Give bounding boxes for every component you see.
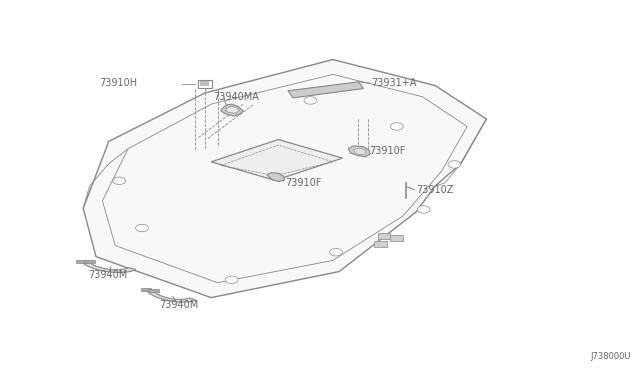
Circle shape (136, 224, 148, 232)
Bar (374, 241, 387, 247)
Bar (141, 288, 151, 291)
Text: 73910Z: 73910Z (416, 185, 453, 195)
Bar (76, 260, 87, 263)
Bar (198, 80, 212, 88)
Bar (200, 81, 209, 86)
Bar (378, 233, 390, 239)
Text: 73940M: 73940M (159, 300, 198, 310)
Text: 73940MA: 73940MA (213, 93, 259, 102)
Text: 73931+A: 73931+A (371, 78, 417, 88)
Text: 73910F: 73910F (285, 178, 321, 188)
Circle shape (330, 248, 342, 256)
Polygon shape (146, 290, 196, 302)
Text: 73910H: 73910H (99, 78, 138, 87)
Polygon shape (353, 148, 366, 155)
Circle shape (113, 177, 125, 185)
Polygon shape (81, 261, 136, 272)
Text: 73940M: 73940M (88, 270, 127, 280)
Polygon shape (221, 104, 243, 116)
Text: J738000U: J738000U (590, 352, 630, 361)
Circle shape (225, 276, 238, 283)
Polygon shape (83, 60, 486, 298)
Circle shape (390, 123, 403, 130)
Polygon shape (225, 106, 239, 113)
Polygon shape (348, 146, 370, 157)
Bar (390, 235, 403, 241)
Bar (148, 289, 159, 292)
Polygon shape (211, 140, 342, 180)
Circle shape (304, 97, 317, 104)
Circle shape (417, 206, 430, 213)
Text: 73910F: 73910F (369, 146, 406, 155)
Polygon shape (288, 82, 364, 98)
Bar (84, 260, 95, 263)
Polygon shape (267, 173, 284, 182)
Circle shape (448, 161, 461, 168)
